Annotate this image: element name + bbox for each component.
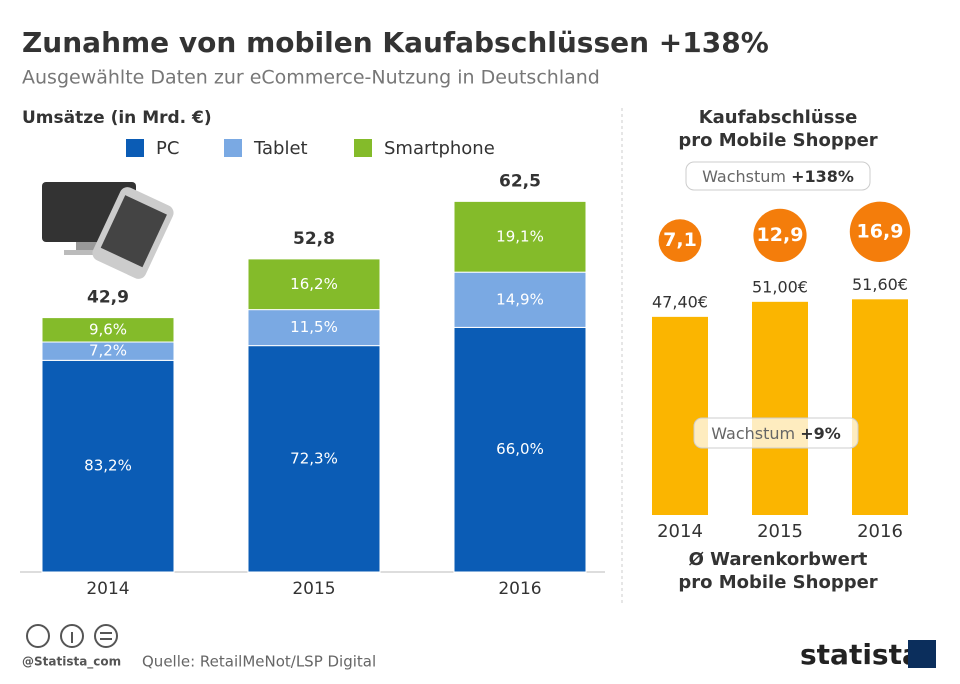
segment-label: 16,2%	[290, 275, 338, 293]
legend-swatch	[224, 139, 242, 157]
bar-segment	[453, 326, 587, 573]
x-tick-label: 2016	[857, 521, 903, 542]
x-axis-label: pro Mobile Shopper	[678, 572, 877, 593]
x-tick-label: 2015	[757, 521, 803, 542]
total-label: 42,9	[87, 288, 129, 308]
x-axis-label: Ø Warenkorbwert	[689, 549, 868, 570]
source: Quelle: RetailMeNot/LSP Digital	[142, 653, 376, 671]
x-tick-label: 2015	[292, 579, 335, 599]
bar-segment	[247, 309, 381, 347]
value-label: 51,00€	[752, 277, 808, 296]
segment-label: 72,3%	[290, 449, 338, 467]
bubble-label: 16,9	[857, 220, 904, 242]
device-icon	[42, 182, 174, 279]
brand: statista	[800, 638, 921, 671]
bar-segment	[453, 200, 587, 273]
x-tick-label: 2014	[657, 521, 703, 542]
legend-label: Tablet	[253, 138, 308, 159]
annotation-highlight: +138%	[791, 167, 854, 186]
chart-title: Umsätze (in Mrd. €)	[22, 108, 212, 128]
x-tick-label: 2014	[86, 579, 129, 599]
bar-segment	[247, 258, 381, 311]
annotation: Wachstum +138%	[702, 167, 854, 186]
legend-label: PC	[156, 138, 179, 159]
bubble-label: 7,1	[663, 229, 697, 251]
bar-segment	[41, 359, 175, 573]
chart-title: Kaufabschlüsse	[699, 107, 858, 128]
segment-label: 9,6%	[89, 320, 127, 338]
legend-swatch	[354, 139, 372, 157]
total-label: 62,5	[499, 171, 541, 191]
annotation-box	[685, 161, 871, 191]
total-label: 52,8	[293, 229, 335, 249]
annotation: Wachstum +9%	[711, 424, 841, 443]
segment-label: 83,2%	[84, 457, 132, 475]
segment-label: 19,1%	[496, 227, 544, 245]
value-label: 47,40€	[652, 292, 708, 311]
brand-logo	[908, 640, 936, 668]
bubble-label: 12,9	[757, 224, 804, 246]
segment-label: 7,2%	[89, 342, 127, 360]
subtitle: Ausgewählte Daten zur eCommerce-Nutzung …	[22, 67, 600, 89]
x-tick-label: 2016	[498, 579, 541, 599]
title: Zunahme von mobilen Kaufabschlüssen +138…	[22, 26, 769, 59]
handle: @Statista_com	[22, 655, 121, 670]
annotation-box	[693, 417, 859, 449]
annotation-text: Wachstum	[702, 167, 786, 186]
segment-label: 11,5%	[290, 318, 338, 336]
annotation-text: Wachstum	[711, 424, 795, 443]
segment-label: 14,9%	[496, 290, 544, 308]
annotation-highlight: +9%	[800, 424, 841, 443]
bubble	[849, 201, 911, 262]
segment-label: 66,0%	[496, 440, 544, 458]
bubble	[753, 208, 807, 262]
bar	[752, 301, 808, 515]
bubble	[658, 219, 702, 262]
legend-swatch	[126, 139, 144, 157]
bar	[852, 299, 908, 515]
chart-title: pro Mobile Shopper	[678, 130, 877, 151]
legend-label: Smartphone	[384, 138, 495, 159]
bar-segment	[41, 317, 175, 343]
bar-segment	[247, 345, 381, 573]
bar-segment	[453, 271, 587, 328]
value-label: 51,60€	[852, 275, 908, 294]
license-icons	[26, 624, 118, 648]
bar	[652, 316, 708, 515]
